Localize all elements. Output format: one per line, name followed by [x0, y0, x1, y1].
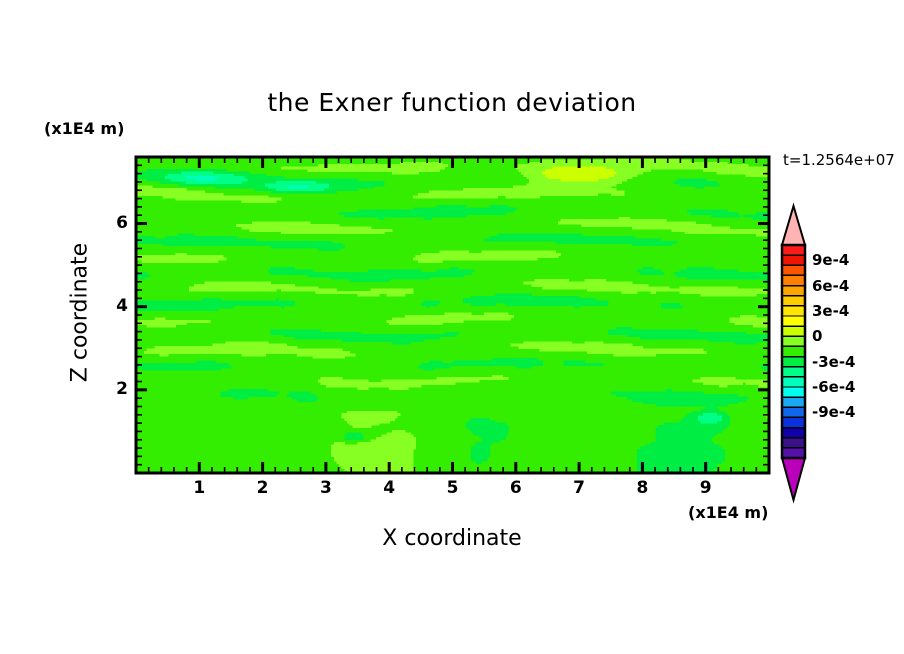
colorbar [780, 202, 807, 504]
axis-frame [134, 155, 771, 475]
colorbar-segment [781, 254, 806, 267]
colorbar-segment [781, 386, 806, 399]
x-tick-label: 5 [446, 478, 459, 498]
colorbar-tick-label: -9e-4 [812, 403, 856, 422]
colorbar-segment [781, 345, 806, 358]
colorbar-outline [780, 243, 807, 460]
colorbar-segment [781, 295, 806, 308]
colorbar-segment [781, 284, 806, 297]
colorbar-segment [781, 437, 806, 450]
colorbar-segment [781, 376, 806, 389]
colorbar-segment [781, 244, 806, 257]
y-tick-label: 4 [116, 295, 128, 316]
colorbar-segment [781, 396, 806, 409]
y-tick-label: 2 [116, 378, 128, 399]
colorbar-tick-label: 3e-4 [812, 301, 850, 320]
colorbar-segment [781, 274, 806, 287]
colorbar-segment [781, 366, 806, 379]
colorbar-segment [781, 325, 806, 338]
x-tick-label: 1 [193, 478, 206, 498]
colorbar-segment [781, 416, 806, 429]
x-tick-label: 6 [509, 478, 522, 498]
x-axis-title: X coordinate [382, 526, 522, 551]
y-axis-unit-label: (x1E4 m) [44, 119, 125, 138]
colorbar-segment [781, 406, 806, 419]
colorbar-segment [781, 355, 806, 368]
x-tick-label: 7 [573, 478, 586, 498]
colorbar-segment [781, 315, 806, 328]
time-annotation: t=1.2564e+07 [783, 151, 895, 169]
colorbar-tick-label: 9e-4 [812, 251, 850, 270]
contour-field [136, 157, 769, 473]
colorbar-segment [781, 264, 806, 277]
page-title: the Exner function deviation [267, 88, 637, 117]
colorbar-over-arrow [780, 202, 807, 246]
colorbar-segment [781, 335, 806, 348]
x-tick-label: 4 [383, 478, 396, 498]
colorbar-segment [781, 305, 806, 318]
y-tick-label: 6 [116, 212, 128, 233]
colorbar-tick-label: -3e-4 [812, 352, 856, 371]
colorbar-tick-label: -6e-4 [812, 378, 856, 396]
colorbar-under-arrow [780, 457, 807, 504]
x-tick-label: 9 [699, 478, 712, 498]
x-axis-unit-label: (x1E4 m) [688, 503, 769, 522]
x-tick-label: 8 [636, 478, 649, 498]
x-tick-label: 2 [256, 478, 269, 498]
colorbar-segment [781, 426, 806, 439]
x-tick-label: 3 [319, 478, 332, 498]
colorbar-tick-label: 0 [812, 327, 823, 346]
colorbar-tick-label: 6e-4 [812, 276, 850, 295]
